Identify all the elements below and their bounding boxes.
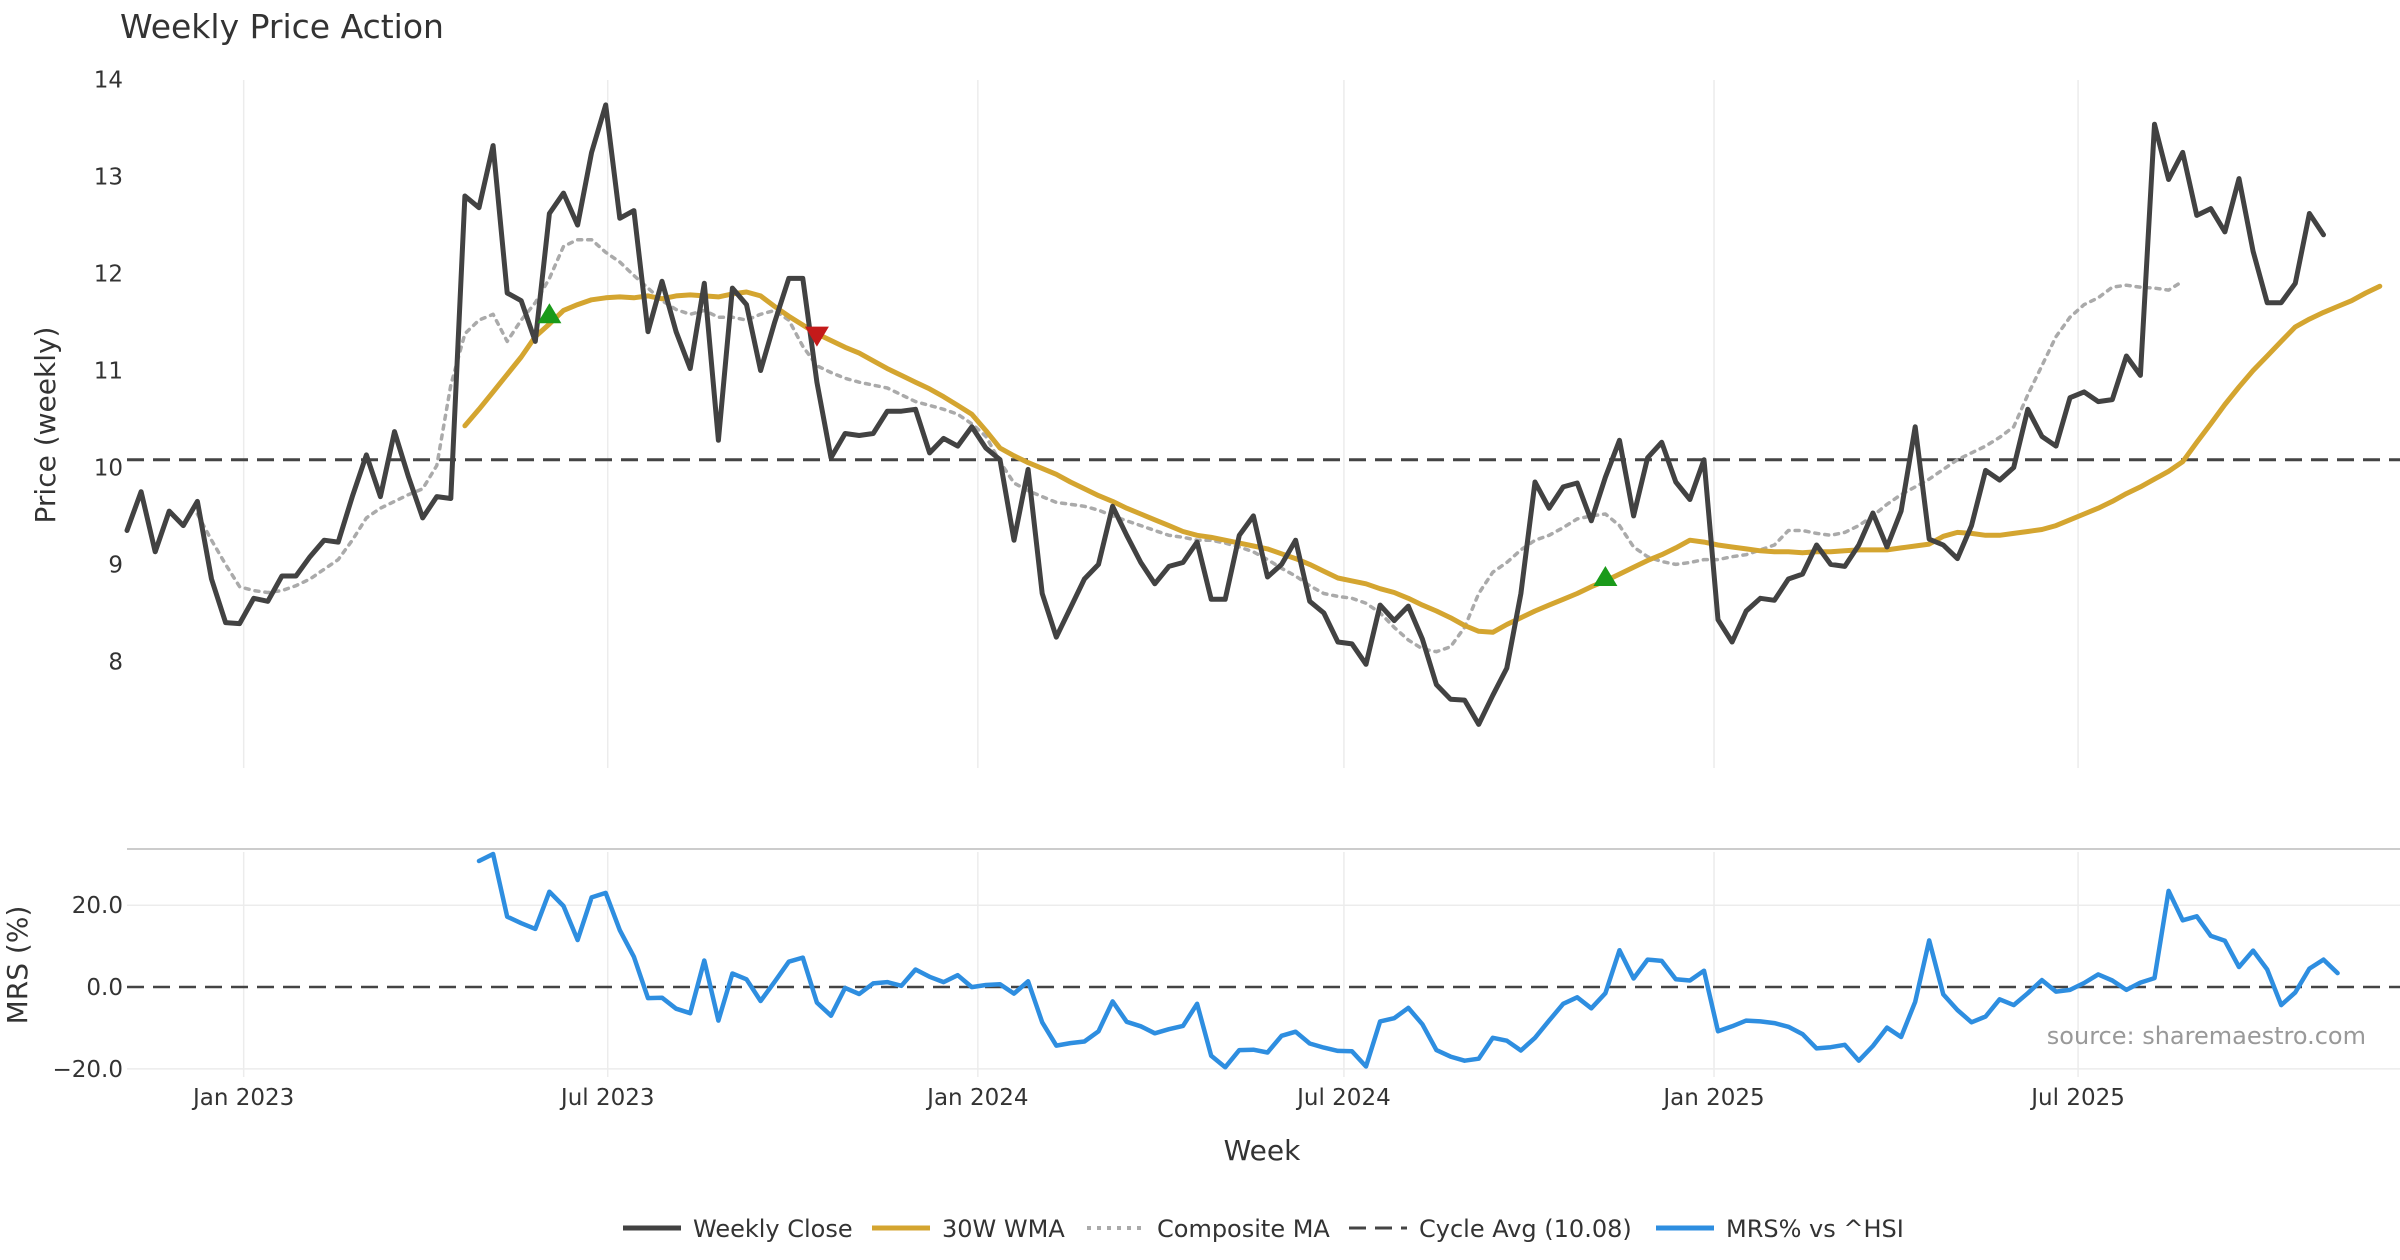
chart-title: Weekly Price Action xyxy=(120,7,444,46)
x-tick-label: Jul 2025 xyxy=(2029,1085,2125,1111)
price-y-tick-label: 8 xyxy=(108,649,123,675)
legend-label: 30W WMA xyxy=(942,1215,1065,1243)
x-ticks: Jan 2023 Jul 2023 Jan 2024 Jul 2024 Jan 2025… xyxy=(191,1085,2125,1111)
legend-label: Cycle Avg (10.08) xyxy=(1419,1215,1632,1243)
legend: Weekly Close 30W WMA Composite MA Cycle Avg… xyxy=(623,1215,1904,1243)
source-annotation: source: sharemaestro.com xyxy=(2047,1022,2366,1050)
x-axis-label: Week xyxy=(1224,1134,1301,1167)
x-tick-label: Jul 2024 xyxy=(1295,1085,1391,1111)
legend-label: Composite MA xyxy=(1157,1215,1330,1243)
price-y-tick-label: 11 xyxy=(94,359,123,385)
legend-label: Weekly Close xyxy=(693,1215,853,1243)
buy-signal-marker xyxy=(537,303,562,324)
mrs-y-tick-label: 0.0 xyxy=(86,975,123,1001)
x-tick-label: Jan 2023 xyxy=(191,1085,294,1111)
x-tick-label: Jan 2025 xyxy=(1661,1085,1764,1111)
price-y-tick-label: 9 xyxy=(108,552,123,578)
price-series-layer xyxy=(124,102,2400,727)
mrs-y-axis-label: MRS (%) xyxy=(1,906,34,1025)
mrs-line xyxy=(476,851,2340,1070)
price-y-ticks: 8 9 10 11 12 13 14 xyxy=(94,68,123,676)
price-y-axis-label: Price (weekly) xyxy=(29,327,62,524)
wma-30w-line xyxy=(462,283,2383,635)
price-y-tick-label: 12 xyxy=(94,262,123,288)
mrs-y-tick-label: 20.0 xyxy=(72,893,123,919)
buy-signal-marker xyxy=(1593,566,1618,587)
sell-signal-marker xyxy=(804,326,829,347)
x-tick-label: Jul 2023 xyxy=(559,1085,655,1111)
legend-label: MRS% vs ^HSI xyxy=(1726,1215,1904,1243)
mrs-series-layer xyxy=(127,851,2400,1070)
price-y-tick-label: 14 xyxy=(94,68,123,94)
weekly-close-line xyxy=(124,102,2326,727)
x-tick-label: Jan 2024 xyxy=(925,1085,1028,1111)
composite-ma-line xyxy=(195,237,2185,654)
price-y-tick-label: 10 xyxy=(94,455,123,481)
mrs-y-tick-label: −20.0 xyxy=(53,1057,123,1083)
price-panel-grid xyxy=(242,80,2079,768)
price-y-tick-label: 13 xyxy=(94,165,123,191)
mrs-y-ticks: −20.0 0.0 20.0 xyxy=(53,893,123,1083)
